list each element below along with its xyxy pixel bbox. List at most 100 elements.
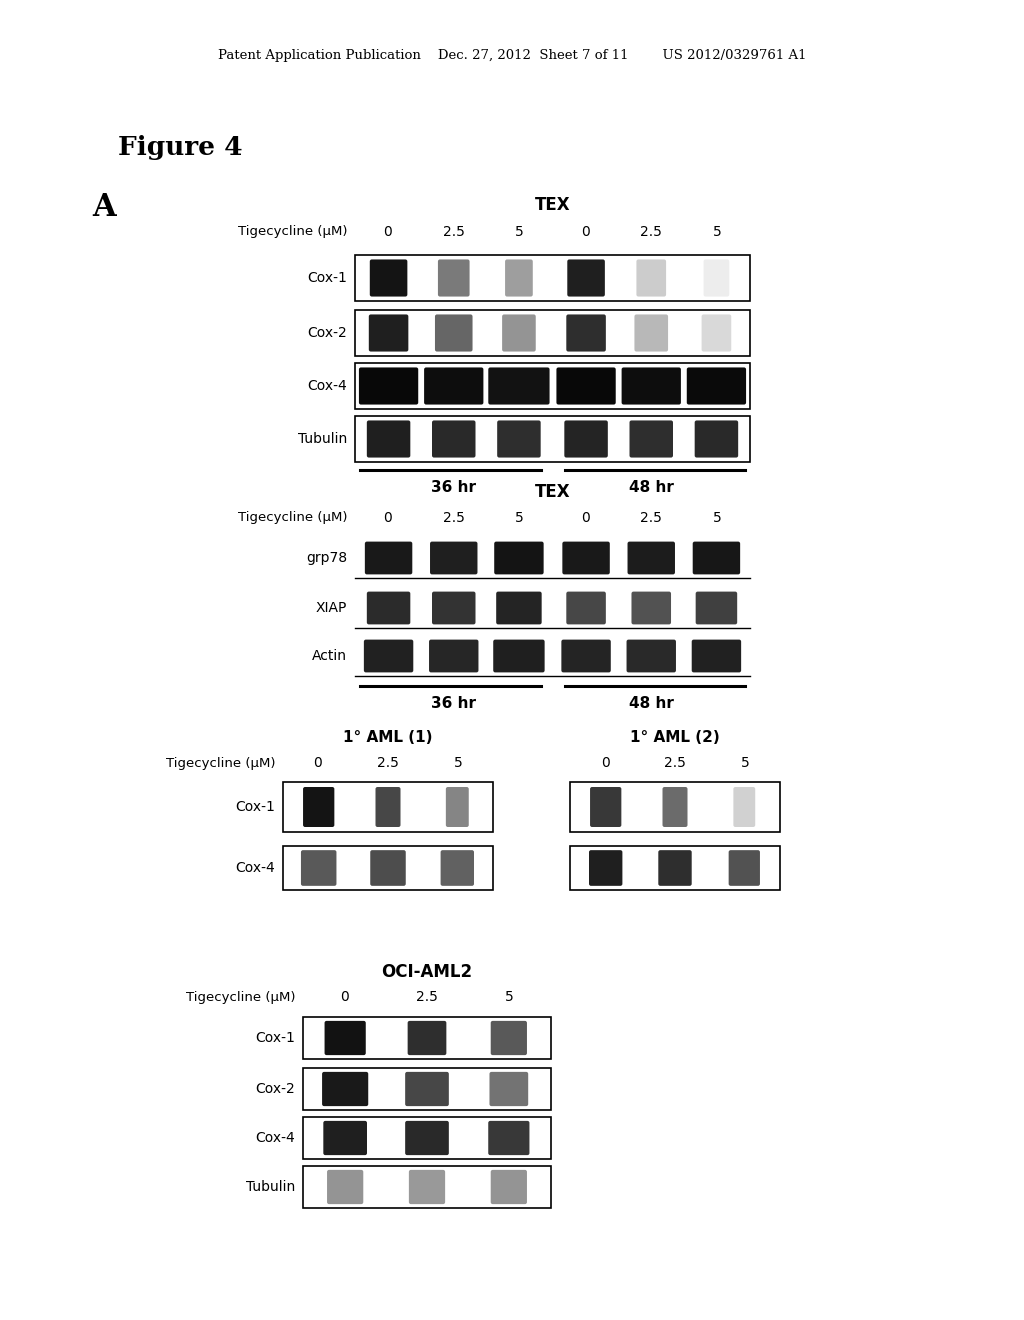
Text: Cox-2: Cox-2 — [307, 326, 347, 341]
FancyBboxPatch shape — [408, 1020, 446, 1055]
FancyBboxPatch shape — [324, 1121, 367, 1155]
FancyBboxPatch shape — [627, 640, 676, 672]
Text: 2.5: 2.5 — [416, 990, 438, 1005]
Bar — [355, 255, 750, 301]
FancyBboxPatch shape — [566, 314, 606, 351]
FancyBboxPatch shape — [327, 1170, 364, 1204]
Text: Cox-4: Cox-4 — [307, 379, 347, 393]
Text: 48 hr: 48 hr — [629, 697, 674, 711]
FancyBboxPatch shape — [590, 787, 622, 828]
Text: 1° AML (2): 1° AML (2) — [630, 730, 720, 746]
FancyBboxPatch shape — [703, 260, 729, 297]
Text: TEX: TEX — [535, 195, 570, 214]
FancyBboxPatch shape — [497, 591, 542, 624]
FancyBboxPatch shape — [488, 367, 550, 404]
Bar — [283, 781, 493, 832]
FancyBboxPatch shape — [636, 260, 666, 297]
FancyBboxPatch shape — [364, 640, 414, 672]
FancyBboxPatch shape — [564, 421, 608, 458]
FancyBboxPatch shape — [567, 260, 605, 297]
Text: 36 hr: 36 hr — [431, 697, 476, 711]
Text: Figure 4: Figure 4 — [118, 136, 243, 161]
Text: 5: 5 — [505, 990, 514, 1005]
FancyBboxPatch shape — [498, 421, 541, 458]
FancyBboxPatch shape — [438, 260, 470, 297]
FancyBboxPatch shape — [622, 367, 681, 404]
Bar — [355, 310, 750, 356]
Text: 5: 5 — [515, 224, 524, 239]
FancyBboxPatch shape — [440, 850, 474, 886]
FancyBboxPatch shape — [435, 314, 472, 351]
Text: 2.5: 2.5 — [640, 511, 663, 525]
FancyBboxPatch shape — [505, 260, 532, 297]
Text: Tigecycline (μM): Tigecycline (μM) — [185, 990, 295, 1003]
FancyBboxPatch shape — [370, 260, 408, 297]
Text: 36 hr: 36 hr — [431, 480, 476, 495]
FancyBboxPatch shape — [376, 787, 400, 828]
FancyBboxPatch shape — [695, 591, 737, 624]
Text: 0: 0 — [581, 224, 590, 239]
Text: 0: 0 — [601, 756, 609, 770]
FancyBboxPatch shape — [409, 1170, 445, 1204]
FancyBboxPatch shape — [663, 787, 687, 828]
Text: 2.5: 2.5 — [640, 224, 663, 239]
Text: 5: 5 — [740, 756, 750, 770]
FancyBboxPatch shape — [494, 640, 545, 672]
FancyBboxPatch shape — [630, 421, 673, 458]
Text: Cox-2: Cox-2 — [255, 1082, 295, 1096]
Text: Cox-1: Cox-1 — [307, 271, 347, 285]
Text: Cox-4: Cox-4 — [255, 1131, 295, 1144]
Text: 5: 5 — [454, 756, 463, 770]
Bar — [355, 416, 750, 462]
FancyBboxPatch shape — [694, 421, 738, 458]
Text: Tubulin: Tubulin — [298, 432, 347, 446]
Text: 0: 0 — [340, 990, 349, 1005]
FancyBboxPatch shape — [429, 640, 478, 672]
Text: 5: 5 — [713, 224, 722, 239]
FancyBboxPatch shape — [701, 314, 731, 351]
FancyBboxPatch shape — [561, 640, 610, 672]
FancyBboxPatch shape — [369, 314, 409, 351]
Text: Tubulin: Tubulin — [246, 1180, 295, 1195]
Bar — [303, 1068, 551, 1110]
Text: TEX: TEX — [535, 483, 570, 502]
FancyBboxPatch shape — [495, 541, 544, 574]
Text: Patent Application Publication    Dec. 27, 2012  Sheet 7 of 11        US 2012/03: Patent Application Publication Dec. 27, … — [218, 49, 806, 62]
Text: Actin: Actin — [312, 649, 347, 663]
Text: 0: 0 — [384, 224, 392, 239]
FancyBboxPatch shape — [635, 314, 668, 351]
FancyBboxPatch shape — [733, 787, 756, 828]
Text: 0: 0 — [313, 756, 323, 770]
FancyBboxPatch shape — [502, 314, 536, 351]
Text: 2.5: 2.5 — [442, 224, 465, 239]
Text: 2.5: 2.5 — [377, 756, 399, 770]
FancyBboxPatch shape — [556, 367, 615, 404]
Text: grp78: grp78 — [306, 550, 347, 565]
Bar — [303, 1117, 551, 1159]
FancyBboxPatch shape — [424, 367, 483, 404]
FancyBboxPatch shape — [301, 850, 337, 886]
FancyBboxPatch shape — [566, 591, 606, 624]
Text: Cox-1: Cox-1 — [236, 800, 275, 814]
FancyBboxPatch shape — [589, 850, 623, 886]
Text: Tigecycline (μM): Tigecycline (μM) — [238, 511, 347, 524]
Text: OCI-AML2: OCI-AML2 — [381, 964, 472, 981]
FancyBboxPatch shape — [371, 850, 406, 886]
FancyBboxPatch shape — [323, 1072, 369, 1106]
Text: XIAP: XIAP — [315, 601, 347, 615]
FancyBboxPatch shape — [562, 541, 610, 574]
Text: Cox-1: Cox-1 — [255, 1031, 295, 1045]
Bar — [303, 1016, 551, 1059]
Bar — [570, 846, 780, 890]
FancyBboxPatch shape — [430, 541, 477, 574]
FancyBboxPatch shape — [692, 541, 740, 574]
Text: Tigecycline (μM): Tigecycline (μM) — [166, 756, 275, 770]
Text: 5: 5 — [515, 511, 524, 525]
FancyBboxPatch shape — [303, 787, 335, 828]
FancyBboxPatch shape — [490, 1170, 527, 1204]
Text: 2.5: 2.5 — [442, 511, 465, 525]
FancyBboxPatch shape — [687, 367, 746, 404]
Bar — [283, 846, 493, 890]
Text: 2.5: 2.5 — [664, 756, 686, 770]
FancyBboxPatch shape — [489, 1072, 528, 1106]
